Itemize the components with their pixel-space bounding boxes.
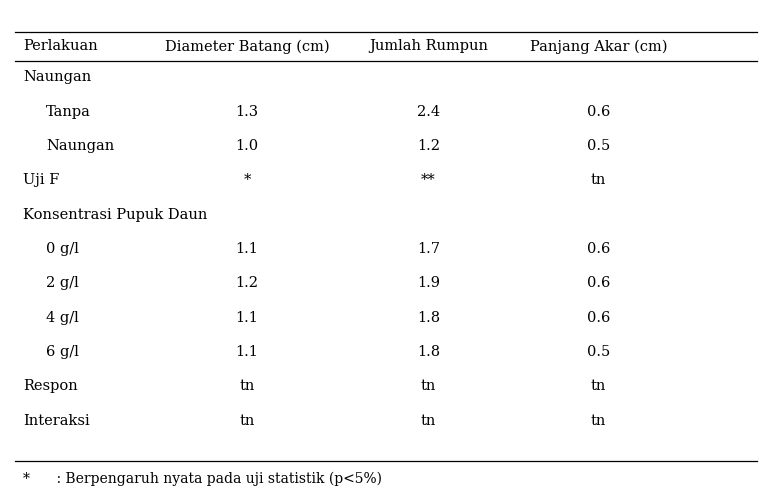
Text: tn: tn [591, 379, 606, 393]
Text: 1.7: 1.7 [417, 242, 440, 256]
Text: Tanpa: Tanpa [46, 105, 91, 119]
Text: 0.5: 0.5 [587, 345, 610, 359]
Text: Naungan: Naungan [46, 139, 114, 153]
Text: **: ** [421, 173, 436, 187]
Text: 1.1: 1.1 [235, 242, 259, 256]
Text: Perlakuan: Perlakuan [23, 39, 98, 53]
Text: 1.3: 1.3 [235, 105, 259, 119]
Text: Naungan: Naungan [23, 70, 91, 84]
Text: 2 g/l: 2 g/l [46, 276, 79, 290]
Text: Diameter Batang (cm): Diameter Batang (cm) [164, 39, 330, 53]
Text: Respon: Respon [23, 379, 78, 393]
Text: 0.6: 0.6 [587, 242, 610, 256]
Text: 1.1: 1.1 [235, 311, 259, 325]
Text: tn: tn [591, 173, 606, 187]
Text: tn: tn [421, 414, 436, 428]
Text: 1.8: 1.8 [417, 345, 440, 359]
Text: tn: tn [239, 379, 255, 393]
Text: 1.2: 1.2 [417, 139, 440, 153]
Text: tn: tn [421, 379, 436, 393]
Text: 1.0: 1.0 [235, 139, 259, 153]
Text: 2.4: 2.4 [417, 105, 440, 119]
Text: Interaksi: Interaksi [23, 414, 90, 428]
Text: *: * [243, 173, 251, 187]
Text: 6 g/l: 6 g/l [46, 345, 80, 359]
Text: 1.9: 1.9 [417, 276, 440, 290]
Text: : Berpengaruh nyata pada uji statistik (p<5%): : Berpengaruh nyata pada uji statistik (… [39, 472, 381, 486]
Text: 0.6: 0.6 [587, 105, 610, 119]
Text: *: * [23, 472, 30, 486]
Text: tn: tn [591, 414, 606, 428]
Text: 1.1: 1.1 [235, 345, 259, 359]
Text: 0 g/l: 0 g/l [46, 242, 80, 256]
Text: 0.6: 0.6 [587, 276, 610, 290]
Text: Panjang Akar (cm): Panjang Akar (cm) [530, 39, 667, 53]
Text: Konsentrasi Pupuk Daun: Konsentrasi Pupuk Daun [23, 208, 208, 222]
Text: 1.8: 1.8 [417, 311, 440, 325]
Text: 4 g/l: 4 g/l [46, 311, 79, 325]
Text: 0.6: 0.6 [587, 311, 610, 325]
Text: tn: tn [239, 414, 255, 428]
Text: 1.2: 1.2 [235, 276, 259, 290]
Text: Jumlah Rumpun: Jumlah Rumpun [369, 39, 488, 53]
Text: Uji F: Uji F [23, 173, 59, 187]
Text: 0.5: 0.5 [587, 139, 610, 153]
